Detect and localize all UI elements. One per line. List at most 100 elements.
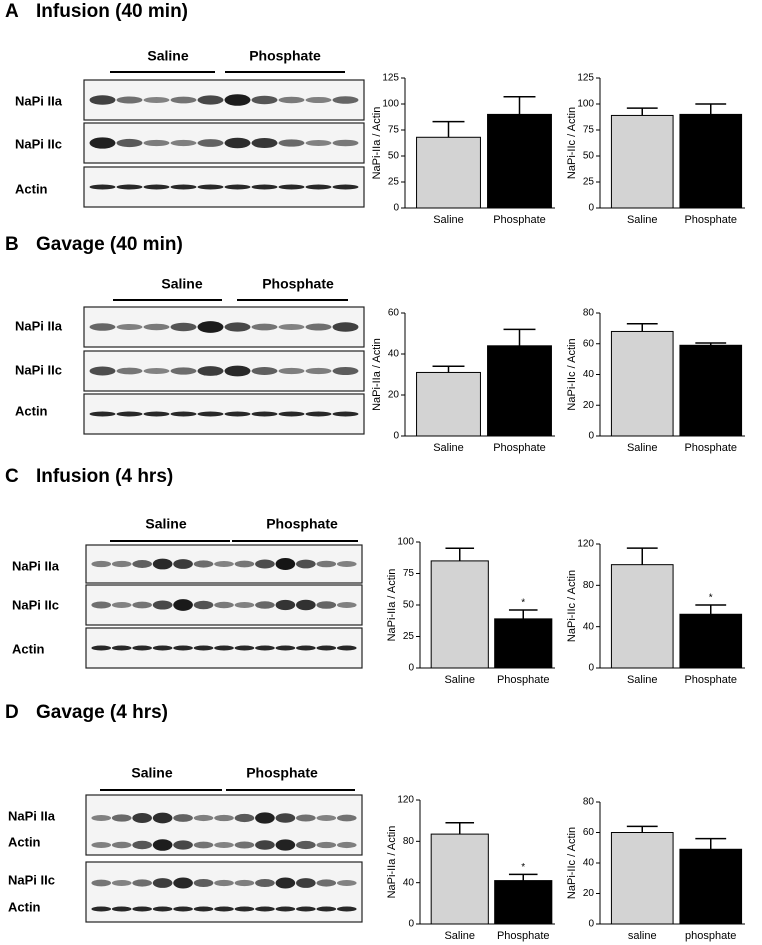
blot-band	[332, 139, 359, 147]
blot-band	[152, 906, 173, 912]
blot-band	[214, 906, 234, 912]
blot-band	[234, 841, 255, 849]
x-tick-label: Saline	[444, 674, 475, 686]
blot-band	[173, 559, 193, 569]
blot-band	[152, 878, 173, 888]
blot-band	[255, 840, 275, 850]
x-tick-label: Phosphate	[684, 442, 737, 454]
blot-band	[170, 184, 197, 190]
y-tick-label: 75	[583, 125, 595, 136]
y-tick-label: 40	[583, 369, 595, 380]
blot-band	[278, 323, 305, 331]
blot-band	[251, 367, 278, 375]
blot-band	[275, 906, 296, 912]
blot-band	[234, 906, 255, 912]
blot-band	[152, 645, 173, 651]
blot-band	[173, 814, 193, 822]
group-label: Saline	[161, 276, 202, 292]
y-tick-label: 60	[583, 338, 595, 349]
blot-band	[214, 645, 234, 651]
blot-band	[275, 839, 296, 851]
blot-band	[132, 601, 152, 609]
row-label: Actin	[15, 181, 48, 196]
blot-band	[305, 323, 332, 331]
x-tick-label: phosphate	[685, 930, 736, 942]
blot-band	[278, 139, 305, 147]
blot-box	[85, 861, 363, 923]
y-tick-label: 75	[403, 568, 415, 579]
panel-title: Infusion (4 hrs)	[36, 466, 173, 487]
blot-band	[234, 601, 255, 609]
x-tick-label: Saline	[627, 214, 658, 226]
blot-band	[214, 814, 234, 822]
blot-band	[296, 599, 316, 611]
row-label: NaPi IIc	[15, 136, 62, 151]
blot-band	[224, 365, 251, 377]
bar	[679, 613, 743, 669]
annotation: *	[709, 593, 713, 604]
blot-band	[296, 559, 316, 569]
blot-band	[336, 879, 357, 887]
blot-band	[89, 95, 116, 105]
y-tick-label: 40	[583, 858, 595, 869]
bar	[494, 618, 553, 669]
blot-band	[193, 645, 214, 651]
blot-band	[336, 601, 357, 609]
row-label: Actin	[8, 899, 41, 914]
blot-band	[224, 137, 251, 149]
y-tick-label: 40	[403, 877, 415, 888]
y-axis-label: NaPi-IIc / Actin	[566, 107, 578, 179]
x-tick-label: Phosphate	[493, 214, 546, 226]
blot-band	[111, 841, 132, 849]
y-tick-label: 0	[588, 203, 594, 214]
y-tick-label: 75	[388, 125, 400, 136]
blot-band	[111, 601, 132, 609]
blot-band	[197, 411, 224, 417]
y-tick-label: 0	[393, 203, 399, 214]
y-tick-label: 0	[393, 431, 399, 442]
panel-letter: A	[5, 1, 19, 22]
y-tick-label: 50	[583, 151, 595, 162]
bar	[610, 114, 674, 209]
blot-band	[296, 906, 316, 912]
blot-band	[332, 322, 359, 332]
x-tick-label: Phosphate	[497, 930, 550, 942]
blot-band	[336, 906, 357, 912]
bar	[430, 560, 489, 669]
y-axis-label: NaPi-IIc / Actin	[566, 570, 578, 642]
y-tick-label: 125	[382, 73, 399, 84]
y-tick-label: 80	[403, 836, 415, 847]
blot-band	[224, 322, 251, 332]
blot-band	[143, 323, 170, 331]
panel-title: Infusion (40 min)	[36, 1, 188, 22]
y-tick-label: 25	[583, 177, 595, 188]
blot-band	[89, 366, 116, 376]
blot-band	[305, 96, 332, 104]
bar	[487, 113, 552, 209]
row-label: NaPi IIa	[12, 558, 60, 573]
blot-band	[255, 601, 275, 609]
blot-band	[255, 812, 275, 824]
blot-band	[296, 840, 316, 850]
blot-band	[316, 841, 337, 849]
blot-band	[275, 813, 296, 823]
blot-band	[336, 560, 357, 568]
blot-band	[251, 323, 278, 331]
blot-band	[305, 139, 332, 147]
blot-band	[278, 411, 305, 417]
blot-band	[132, 840, 152, 850]
group-label: Saline	[131, 765, 172, 781]
y-axis-label: NaPi-IIa / Actin	[371, 338, 383, 411]
x-tick-label: Saline	[627, 674, 658, 686]
row-label: NaPi IIc	[15, 362, 62, 377]
blot-band	[255, 879, 275, 887]
blot-band	[316, 560, 337, 568]
blot-band	[116, 411, 143, 417]
blot-band	[197, 95, 224, 105]
blot-band	[275, 558, 296, 570]
blot-band	[173, 599, 193, 611]
blot-band	[91, 814, 112, 822]
blot-band	[91, 879, 112, 887]
bar	[416, 371, 481, 437]
x-tick-label: Saline	[627, 442, 658, 454]
